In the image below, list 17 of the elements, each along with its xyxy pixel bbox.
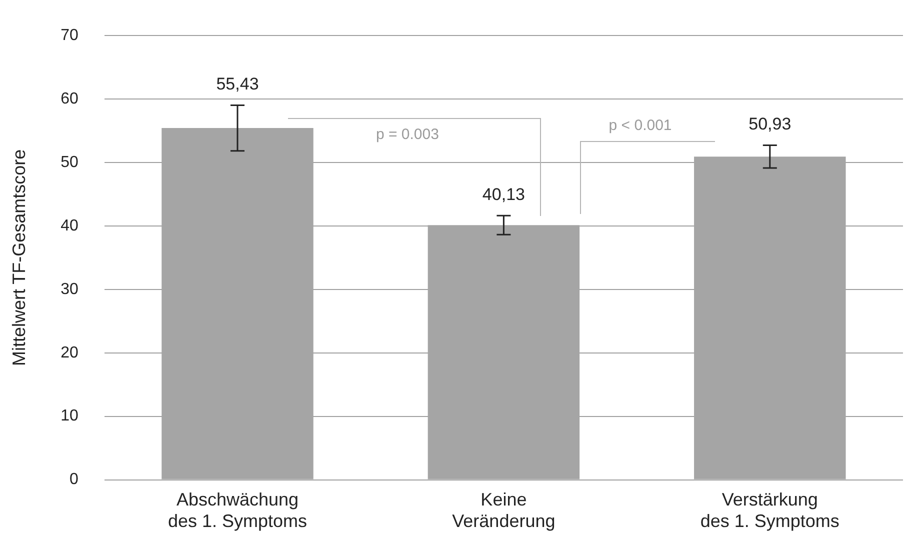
data-label: 55,43	[216, 74, 259, 94]
data-label: 40,13	[482, 184, 525, 204]
y-tick-label: 30	[60, 280, 78, 298]
x-tick-label: Keine Veränderung	[452, 490, 556, 532]
x-tick-label: Verstärkung des 1. Symptoms	[700, 490, 840, 532]
y-tick-label: 10	[60, 408, 78, 425]
y-tick-label: 20	[60, 344, 78, 362]
annotation: p < 0.001	[608, 116, 672, 134]
y-tick-label: 40	[60, 217, 78, 234]
y-tick-label: 70	[60, 27, 78, 44]
x-tick-label: Abschwächung des 1. Symptoms	[168, 490, 308, 532]
y-tick-label: 60	[60, 90, 78, 108]
y-tick-label: 0	[69, 471, 78, 488]
y-axis-title: Mittelwert TF-Gesamtscore	[8, 149, 29, 366]
data-label: 50,93	[748, 114, 792, 134]
annotation: p = 0.003	[376, 126, 439, 144]
y-tick-label: 50	[60, 154, 78, 171]
